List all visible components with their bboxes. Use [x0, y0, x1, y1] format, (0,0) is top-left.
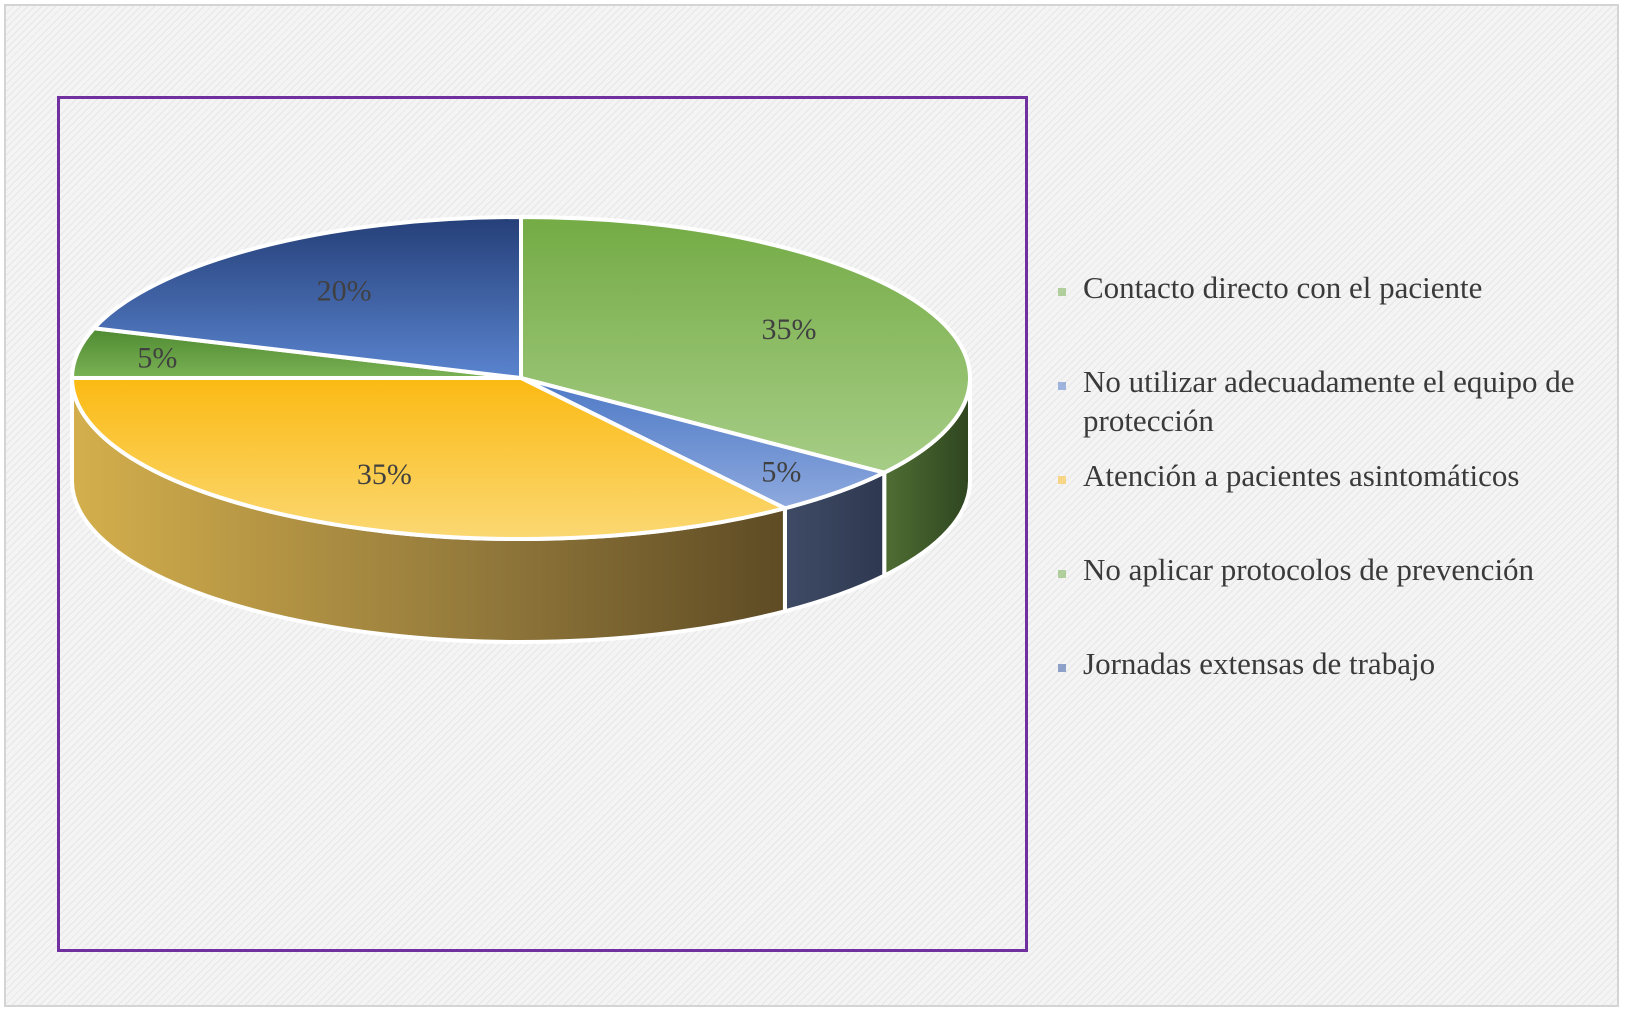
legend-label-protocolos: No aplicar protocolos de prevención [1083, 552, 1535, 587]
legend-key-contacto [1058, 288, 1066, 296]
legend-key-asintomaticos [1058, 476, 1066, 484]
chart-legend: Contacto directo con el paciente No util… [1058, 268, 1598, 738]
legend-label-jornadas: Jornadas extensas de trabajo [1083, 646, 1436, 681]
pie-data-labels: 35% 5% 35% 5% 20% [137, 275, 816, 491]
pie-slice-contacto [519, 215, 972, 475]
legend-label-equipo: No utilizar adecuadamente el equipo de p… [1083, 364, 1575, 438]
pie-slice-jornadas [91, 215, 523, 380]
data-label-asintomaticos: 35% [357, 458, 412, 491]
legend-item-asintomaticos: Atención a pacientes asintomáticos [1058, 456, 1598, 495]
legend-label-asintomaticos: Atención a pacientes asintomáticos [1083, 458, 1520, 493]
data-label-jornadas: 20% [317, 275, 372, 308]
legend-item-jornadas: Jornadas extensas de trabajo [1058, 644, 1598, 683]
data-label-protocolos: 5% [137, 341, 177, 374]
plot-area-border [57, 96, 1028, 952]
legend-item-contacto: Contacto directo con el paciente [1058, 268, 1598, 307]
pie-top-faces [70, 215, 972, 541]
legend-key-equipo [1058, 382, 1066, 390]
data-label-contacto: 35% [762, 313, 817, 346]
legend-key-jornadas [1058, 664, 1066, 672]
legend-label-contacto: Contacto directo con el paciente [1083, 270, 1483, 305]
data-label-equipo: 5% [761, 455, 801, 488]
legend-item-equipo: No utilizar adecuadamente el equipo de p… [1058, 362, 1598, 440]
legend-key-protocolos [1058, 570, 1066, 578]
legend-item-protocolos: No aplicar protocolos de prevención [1058, 550, 1598, 589]
pie-slice-asintomaticos [70, 376, 787, 541]
